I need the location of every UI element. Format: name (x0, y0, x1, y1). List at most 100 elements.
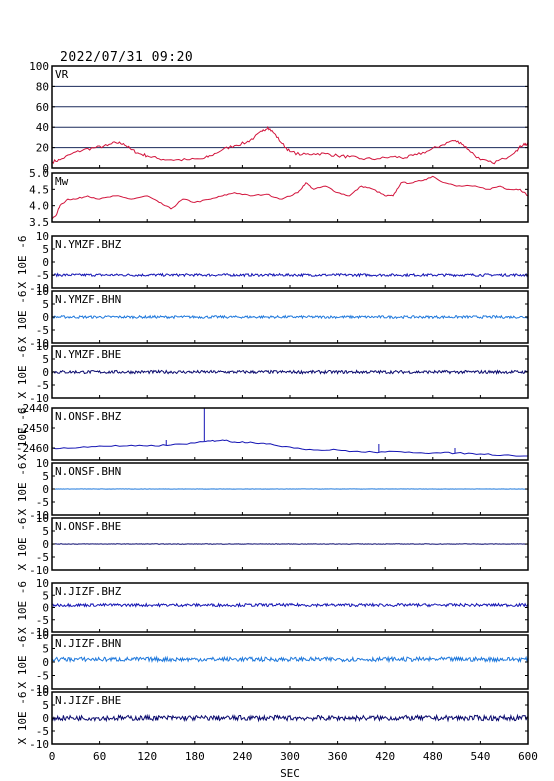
n-jizf-bhn-unit-label: X 10E -6 (16, 636, 29, 689)
n-jizf-bhz-unit-label: X 10E -6 (16, 581, 29, 634)
x-tick-label: 240 (232, 750, 252, 763)
n-ymzf-bhz-panel-label: N.YMZF.BHZ (55, 238, 122, 251)
n-ymzf-bhn-unit-label: X 10E -6 (16, 291, 29, 344)
mw-panel-label: Mw (55, 175, 69, 188)
n-ymzf-bhn-ytick-label: 10 (36, 285, 49, 298)
n-ymzf-bhe-unit-label: X 10E -6 (16, 346, 29, 399)
n-jizf-bhn-frame (51, 634, 529, 690)
n-jizf-bhz-trace (52, 602, 529, 608)
x-axis-label: SEC (280, 767, 300, 780)
n-onsf-bhz-panel-label: N.ONSF.BHZ (55, 410, 122, 423)
n-ymzf-bhz-trace (51, 272, 529, 278)
n-ymzf-bhe-panel-label: N.YMZF.BHE (55, 348, 121, 361)
n-onsf-bhe-ytick-label: 5 (42, 525, 49, 538)
n-onsf-bhz-ytick-label: -2450 (16, 422, 49, 435)
datestamp: 2022/07/31 09:20 (60, 50, 194, 65)
n-jizf-bhz-ytick-label: 5 (42, 589, 49, 602)
n-ymzf-bhe-ytick-label: 5 (42, 353, 49, 366)
n-jizf-bhe-unit-label: X 10E -6 (16, 692, 29, 745)
x-tick-label: 180 (185, 750, 205, 763)
n-onsf-bhz-frame (51, 407, 529, 461)
n-onsf-bhn-ytick-label: 0 (42, 483, 49, 496)
x-tick-label: 600 (518, 750, 538, 763)
n-onsf-bhn-ytick-label: -10 (29, 509, 49, 522)
x-tick-label: 300 (280, 750, 300, 763)
x-tick-label: 360 (328, 750, 348, 763)
n-ymzf-bhz-ytick-label: 5 (42, 243, 49, 256)
x-tick-label: 540 (470, 750, 490, 763)
n-jizf-bhn-ytick-label: -10 (29, 683, 49, 696)
n-ymzf-bhz-ytick-label: -10 (29, 282, 49, 295)
n-jizf-bhn-ytick-label: 0 (42, 656, 49, 669)
x-tick-label: 480 (423, 750, 443, 763)
n-onsf-bhz-unit-label: X 10E -6 (16, 408, 29, 461)
n-ymzf-bhe-ytick-label: -5 (36, 379, 49, 392)
n-jizf-bhz-ytick-label: 0 (42, 602, 49, 615)
n-ymzf-bhe-ytick-label: -10 (29, 392, 49, 405)
vr-ytick-label: 40 (36, 121, 49, 134)
vr-ytick-label: 0 (42, 162, 49, 175)
n-jizf-bhn-ytick-label: 10 (36, 629, 49, 642)
n-onsf-bhe-ytick-label: 0 (42, 538, 49, 551)
n-jizf-bhn-trace (51, 655, 529, 664)
n-jizf-bhz-ytick-label: 10 (36, 577, 49, 590)
mw-ytick-label: 4.0 (29, 200, 49, 213)
n-onsf-bhe-ytick-label: 10 (36, 512, 49, 525)
x-tick-label: 60 (93, 750, 106, 763)
n-ymzf-bhe-ytick-label: 0 (42, 366, 49, 379)
mw-ytick-label: 4.5 (29, 183, 49, 196)
mw-ytick-label: 5.0 (29, 167, 49, 180)
n-onsf-bhn-unit-label: X 10E -6 (16, 463, 29, 516)
n-ymzf-bhn-panel-label: N.YMZF.BHN (55, 293, 121, 306)
n-ymzf-bhz-ytick-label: -5 (36, 269, 49, 282)
n-onsf-bhe-ytick-label: -5 (36, 551, 49, 564)
n-jizf-bhn-panel-label: N.JIZF.BHN (55, 637, 121, 650)
x-tick-label: 120 (137, 750, 157, 763)
n-onsf-bhz-ytick-label: -2460 (16, 442, 49, 455)
vr-panel-label: VR (55, 68, 69, 81)
vr-trace (51, 125, 529, 165)
n-onsf-bhe-panel-label: N.ONSF.BHE (55, 520, 121, 533)
vr-ytick-label: 100 (29, 60, 49, 73)
n-onsf-bhn-ytick-label: -5 (36, 496, 49, 509)
n-ymzf-bhz-frame (51, 235, 529, 289)
n-jizf-bhn-ytick-label: 5 (42, 643, 49, 656)
n-onsf-bhe-unit-label: X 10E -6 (16, 518, 29, 571)
mw-ytick-label: 3.5 (29, 216, 49, 229)
x-tick-label: 0 (49, 750, 56, 763)
n-ymzf-bhn-ytick-label: -5 (36, 324, 49, 337)
n-onsf-bhn-ytick-label: 10 (36, 457, 49, 470)
n-jizf-bhe-ytick-label: 0 (42, 712, 49, 725)
vr-ytick-label: 60 (36, 101, 49, 114)
n-ymzf-bhz-unit-label: X 10E -6 (16, 236, 29, 289)
n-jizf-bhe-ytick-label: 5 (42, 699, 49, 712)
n-ymzf-bhe-ytick-label: 10 (36, 340, 49, 353)
n-onsf-bhn-ytick-label: 5 (42, 470, 49, 483)
n-jizf-bhz-panel-label: N.JIZF.BHZ (55, 585, 122, 598)
n-onsf-bhn-panel-label: N.ONSF.BHN (55, 465, 121, 478)
x-tick-label: 420 (375, 750, 395, 763)
n-jizf-bhe-ytick-label: 10 (36, 686, 49, 699)
n-ymzf-bhz-ytick-label: 10 (36, 230, 49, 243)
vr-ytick-label: 20 (36, 142, 49, 155)
n-ymzf-bhn-ytick-label: -10 (29, 337, 49, 350)
n-ymzf-bhn-ytick-label: 5 (42, 298, 49, 311)
n-jizf-bhe-panel-label: N.JIZF.BHE (55, 694, 121, 707)
n-jizf-bhe-trace (51, 713, 529, 723)
n-ymzf-bhz-ytick-label: 0 (42, 256, 49, 269)
mw-trace (51, 175, 529, 220)
n-onsf-bhe-ytick-label: -10 (29, 564, 49, 577)
n-jizf-bhz-ytick-label: -10 (29, 626, 49, 639)
vr-ytick-label: 80 (36, 80, 49, 93)
n-ymzf-bhe-trace (51, 369, 529, 375)
n-onsf-bhz-ytick-label: -2440 (16, 402, 49, 415)
n-jizf-bhz-ytick-label: -5 (36, 614, 49, 627)
vr-frame (51, 65, 529, 169)
n-jizf-bhe-ytick-label: -5 (36, 725, 49, 738)
n-onsf-bhz-trace (51, 439, 528, 457)
n-jizf-bhn-ytick-label: -5 (36, 670, 49, 683)
n-jizf-bhz-frame (51, 582, 529, 633)
n-jizf-bhe-ytick-label: -10 (29, 738, 49, 751)
n-ymzf-bhn-ytick-label: 0 (42, 311, 49, 324)
